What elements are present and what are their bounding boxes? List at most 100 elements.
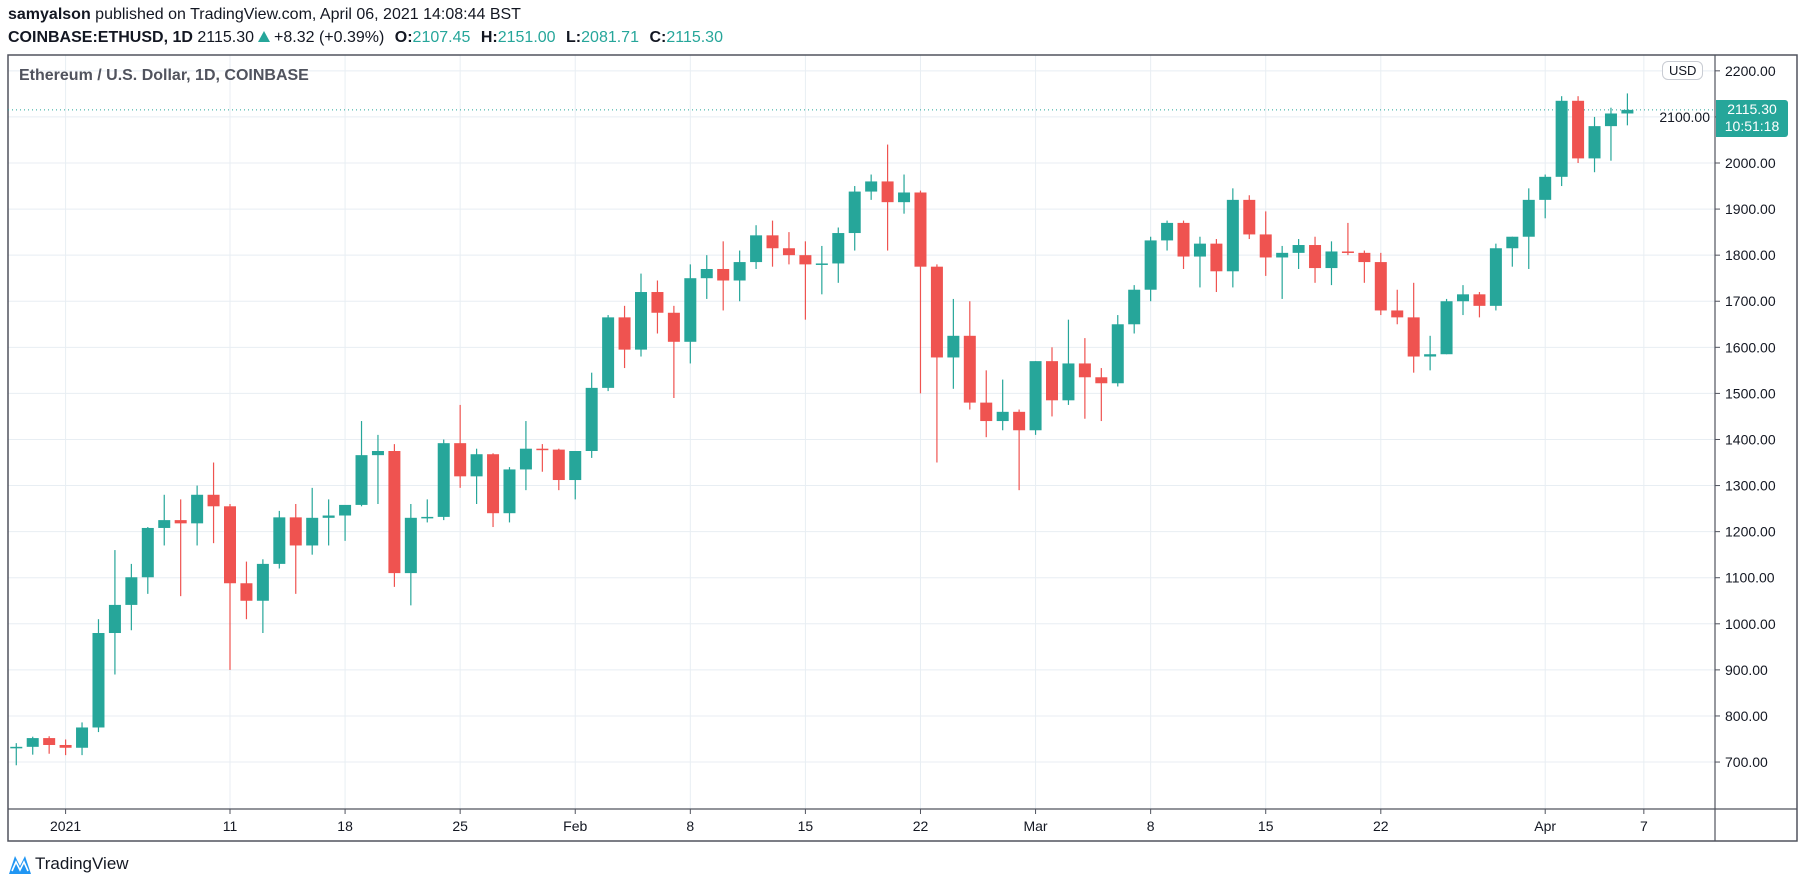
candle-up xyxy=(158,520,171,528)
chart-frame xyxy=(7,54,1798,842)
date-tick-label: Mar xyxy=(1023,818,1047,834)
candle-up xyxy=(1539,176,1552,200)
price-change: +8.32 (+0.39%) xyxy=(274,29,385,46)
candle-up xyxy=(1440,301,1453,355)
candle-up xyxy=(1506,236,1519,249)
candle-down xyxy=(1243,199,1256,235)
candle-down xyxy=(914,192,927,267)
candle-down xyxy=(289,517,302,546)
candle-up xyxy=(1128,289,1141,325)
candle-up xyxy=(92,633,105,728)
candle-up xyxy=(733,262,746,281)
candle-up xyxy=(125,577,138,605)
close-label: C: xyxy=(649,29,667,46)
candle-down xyxy=(1259,234,1272,258)
candle-up xyxy=(1424,354,1437,357)
candle-up xyxy=(339,504,352,516)
candle-down xyxy=(1341,251,1354,253)
candle-down xyxy=(667,312,680,342)
price-tick-label: 1900.00 xyxy=(1725,201,1776,217)
candle-up xyxy=(1457,294,1469,302)
candle-up xyxy=(684,278,697,342)
candle-down xyxy=(174,520,187,524)
price-tick-label: 1700.00 xyxy=(1725,293,1776,309)
candle-up xyxy=(898,192,911,203)
candle-up xyxy=(108,604,121,634)
price-tick-label: 2200.00 xyxy=(1725,63,1776,79)
tradingview-logo[interactable]: TradingView xyxy=(8,853,129,875)
candle-down xyxy=(1095,377,1108,384)
price-tick-label: 1400.00 xyxy=(1725,431,1776,447)
candle-up xyxy=(1292,245,1305,253)
candle-up xyxy=(848,191,861,234)
candle-up xyxy=(26,738,39,747)
candle-down xyxy=(43,738,56,745)
price-tick-label: 1000.00 xyxy=(1725,616,1776,632)
date-tick-label: 8 xyxy=(686,818,694,834)
price-tick-label: 1600.00 xyxy=(1725,339,1776,355)
candle-up xyxy=(947,335,960,358)
candle-up xyxy=(437,443,450,517)
date-tick-label: 2021 xyxy=(50,818,81,834)
candle-up xyxy=(996,411,1009,422)
candle-up xyxy=(404,517,417,574)
candle-down xyxy=(1358,252,1371,263)
candle-up xyxy=(470,454,483,477)
candle-down xyxy=(930,266,943,358)
close-value: 2115.30 xyxy=(666,29,723,46)
candle-down xyxy=(1407,317,1420,357)
currency-button[interactable]: USD xyxy=(1662,61,1704,80)
up-triangle-icon xyxy=(258,31,271,42)
candle-down xyxy=(1078,363,1091,378)
candle-down xyxy=(1177,222,1190,257)
candle-down xyxy=(1210,243,1223,272)
candle-up xyxy=(503,469,516,514)
candle-down xyxy=(240,583,253,601)
candle-up xyxy=(1621,109,1634,114)
candle-down xyxy=(651,292,664,313)
ohlc-header: COINBASE:ETHUSD, 1D 2115.30 +8.32 (+0.39%… xyxy=(8,29,723,47)
candle-up xyxy=(1604,113,1617,127)
candle-up xyxy=(635,292,647,350)
candle-up xyxy=(1325,251,1338,269)
candle-up xyxy=(1226,199,1239,272)
candle-down xyxy=(552,449,565,481)
author-name[interactable]: samyalson xyxy=(8,6,91,23)
published-text: published on TradingView.com, April 06, … xyxy=(95,6,521,23)
date-tick-label: Feb xyxy=(563,818,587,834)
symbol-label: COINBASE:ETHUSD, 1D xyxy=(8,29,193,46)
date-tick-label: 25 xyxy=(452,818,468,834)
candle-down xyxy=(717,268,730,281)
candle-down xyxy=(536,448,549,451)
candle-down xyxy=(963,335,976,403)
candle-down xyxy=(1572,100,1585,159)
candle-up xyxy=(1588,126,1601,159)
candle-up xyxy=(1522,199,1535,237)
candle-up xyxy=(750,235,763,263)
candle-down xyxy=(1473,294,1486,306)
candle-down xyxy=(388,451,401,574)
date-tick-label: Apr xyxy=(1534,818,1556,834)
candle-up xyxy=(1111,324,1124,384)
date-tick-label: 7 xyxy=(1640,818,1648,834)
candle-up xyxy=(76,727,89,748)
candle-down xyxy=(207,494,220,507)
low-label: L: xyxy=(566,29,582,46)
candle-down xyxy=(1374,262,1387,311)
candle-up xyxy=(371,451,384,456)
candle-up xyxy=(602,317,615,388)
candle-up xyxy=(1161,222,1174,241)
candle-up xyxy=(141,527,154,578)
price-tick-label: 2000.00 xyxy=(1725,155,1776,171)
candle-down xyxy=(1391,310,1404,318)
candle-up xyxy=(519,448,532,470)
candle-up xyxy=(10,746,23,749)
high-value: 2151.00 xyxy=(497,29,556,46)
date-tick-label: 18 xyxy=(337,818,353,834)
candle-down xyxy=(487,454,500,514)
candle-up xyxy=(1029,361,1042,431)
high-label: H: xyxy=(480,29,498,46)
date-tick-label: 22 xyxy=(913,818,929,834)
candle-down xyxy=(799,255,812,265)
